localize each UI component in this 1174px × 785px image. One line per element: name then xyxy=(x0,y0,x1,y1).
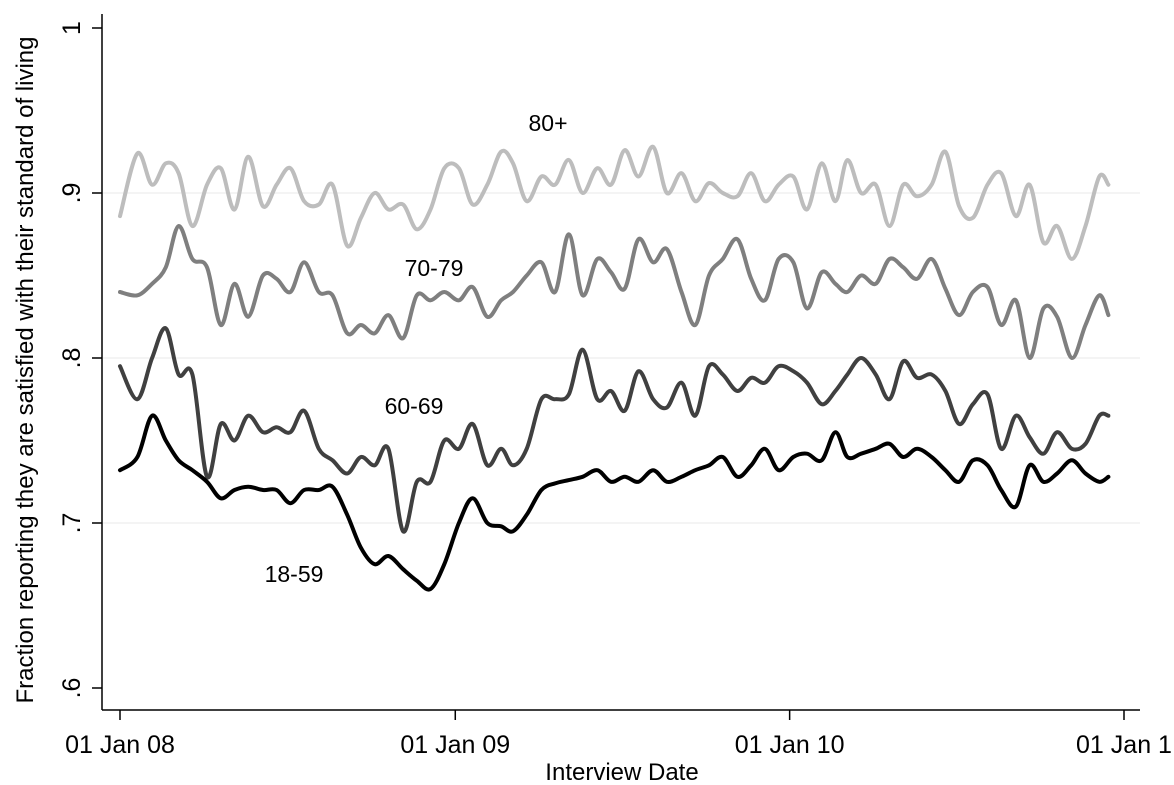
x-tick-label: 01 Jan 09 xyxy=(400,731,510,759)
axes xyxy=(101,14,1140,711)
series-line-70-79 xyxy=(118,223,1111,361)
series-label-60-69: 60-69 xyxy=(385,393,444,419)
x-axis-ticks: 01 Jan 08 01 Jan 09 01 Jan 10 01 Jan 1 xyxy=(65,710,1172,759)
grid-lines xyxy=(103,192,1140,524)
y-axis-title: Fraction reporting they are satisfied wi… xyxy=(12,37,39,704)
series-line-80-plus xyxy=(118,144,1111,261)
y-axis-ticks: .6 .7 .8 .9 1 xyxy=(58,21,102,698)
y-tick-label: .6 xyxy=(58,678,86,699)
x-axis-title: Interview Date xyxy=(545,759,698,785)
y-tick-label: .7 xyxy=(58,513,86,534)
series-lines xyxy=(118,144,1111,592)
y-tick-label: 1 xyxy=(58,21,86,35)
y-tick-label: .9 xyxy=(58,183,86,204)
series-label-18-59: 18-59 xyxy=(265,561,324,587)
y-tick-label: .8 xyxy=(58,348,86,369)
series-label-80-plus: 80+ xyxy=(528,110,567,136)
series-line-60-69 xyxy=(118,326,1111,534)
x-tick-label: 01 Jan 1 xyxy=(1076,731,1172,759)
x-tick-label: 01 Jan 10 xyxy=(735,731,845,759)
x-tick-label: 01 Jan 08 xyxy=(65,731,175,759)
series-line-18-59 xyxy=(118,413,1111,592)
series-label-70-79: 70-79 xyxy=(405,255,464,281)
